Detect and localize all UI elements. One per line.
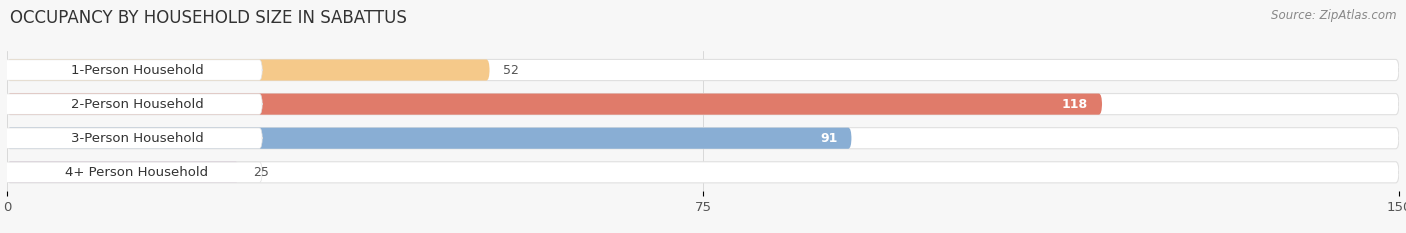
- FancyBboxPatch shape: [3, 162, 262, 182]
- FancyBboxPatch shape: [7, 128, 1399, 149]
- FancyBboxPatch shape: [7, 93, 1102, 115]
- Text: 52: 52: [503, 64, 519, 76]
- FancyBboxPatch shape: [7, 162, 239, 183]
- Text: 3-Person Household: 3-Person Household: [70, 132, 204, 145]
- FancyBboxPatch shape: [3, 60, 262, 80]
- Text: 2-Person Household: 2-Person Household: [70, 98, 204, 111]
- FancyBboxPatch shape: [7, 93, 1399, 115]
- FancyBboxPatch shape: [7, 59, 489, 81]
- Text: 25: 25: [253, 166, 269, 179]
- FancyBboxPatch shape: [7, 59, 1399, 81]
- Text: 91: 91: [820, 132, 838, 145]
- Text: 4+ Person Household: 4+ Person Household: [66, 166, 208, 179]
- Text: 1-Person Household: 1-Person Household: [70, 64, 204, 76]
- FancyBboxPatch shape: [7, 162, 1399, 183]
- Text: Source: ZipAtlas.com: Source: ZipAtlas.com: [1271, 9, 1396, 22]
- FancyBboxPatch shape: [7, 128, 852, 149]
- FancyBboxPatch shape: [3, 94, 262, 114]
- FancyBboxPatch shape: [3, 128, 262, 148]
- Text: OCCUPANCY BY HOUSEHOLD SIZE IN SABATTUS: OCCUPANCY BY HOUSEHOLD SIZE IN SABATTUS: [10, 9, 406, 27]
- Text: 118: 118: [1062, 98, 1088, 111]
